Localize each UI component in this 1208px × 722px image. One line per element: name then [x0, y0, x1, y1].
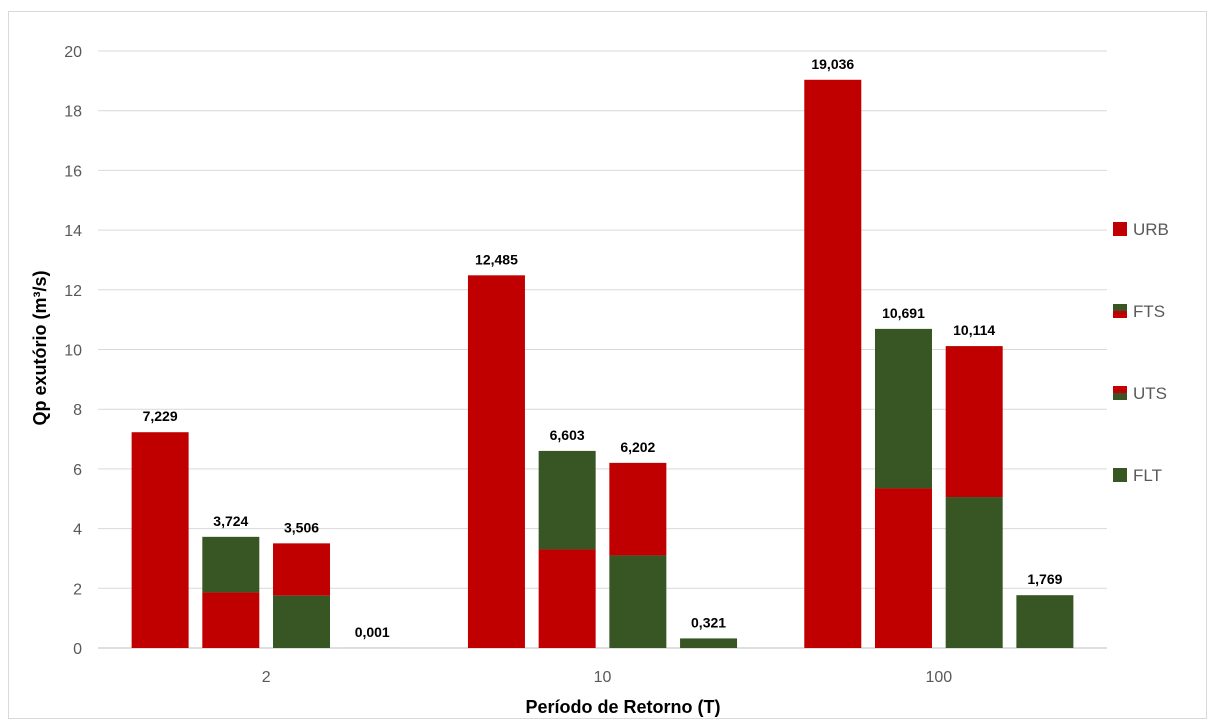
bars: [131, 79, 1074, 649]
x-axis-ticks: 2 10 100: [262, 669, 953, 686]
data-label: 0,001: [355, 624, 390, 640]
y-tick-label: 8: [73, 402, 82, 419]
x-axis-title: Período de Retorno (T): [526, 697, 721, 717]
bar-flt-100: [1016, 595, 1074, 648]
y-tick-label: 2: [73, 581, 82, 598]
bar-fill-bottom: [609, 555, 667, 648]
bar-fill-top: [874, 328, 932, 489]
data-label: 10,691: [882, 305, 925, 321]
legend-item-urb: URB: [1113, 220, 1169, 239]
legend-item-uts: UTS: [1113, 384, 1167, 403]
y-axis-ticks: 0 2 4 6 8 10 12 14 16 18 20: [64, 44, 82, 658]
bar-fill-bottom: [945, 497, 1003, 648]
bar-fts-2: [202, 536, 260, 648]
gridlines: [98, 50, 1107, 649]
y-axis-title: Qp exutório (m³/s): [30, 270, 50, 425]
data-label: 3,506: [284, 519, 319, 535]
bar-fill-bottom: [538, 549, 596, 648]
legend-item-flt: FLT: [1113, 466, 1162, 485]
legend-label: FLT: [1133, 466, 1162, 485]
bar-flt-10: [680, 638, 738, 648]
bar-fill-bottom: [273, 595, 331, 648]
data-label: 0,321: [691, 614, 726, 630]
bar-uts-2: [273, 543, 331, 648]
x-tick-label: 2: [262, 669, 271, 686]
y-tick-label: 18: [64, 104, 82, 121]
data-label: 6,202: [620, 439, 655, 455]
legend-item-fts: FTS: [1113, 302, 1165, 321]
bar-fill: [680, 638, 738, 648]
bar-fill-bottom: [202, 592, 260, 648]
legend-swatch-top: [1113, 304, 1127, 311]
bar-fill: [804, 79, 862, 649]
bar-fts-100: [874, 328, 932, 648]
legend-swatch-bottom: [1113, 311, 1127, 318]
data-label: 1,769: [1027, 571, 1062, 587]
y-tick-label: 0: [73, 641, 82, 658]
y-tick-label: 10: [64, 343, 82, 360]
bar-fill: [467, 275, 525, 648]
data-label: 6,603: [550, 427, 585, 443]
legend-swatch: [1113, 468, 1127, 482]
legend-swatch-top: [1113, 386, 1127, 393]
y-tick-label: 4: [73, 522, 82, 539]
legend-label: URB: [1133, 220, 1169, 239]
data-label: 7,229: [143, 408, 178, 424]
y-tick-label: 14: [64, 223, 82, 240]
bar-uts-100: [945, 346, 1003, 648]
y-tick-label: 16: [64, 163, 82, 180]
bar-fill-bottom: [874, 488, 932, 648]
bar-fill-top: [609, 462, 667, 556]
legend: URB FTS UTS FLT: [1113, 220, 1169, 485]
bar-fill-top: [538, 450, 596, 550]
bar-urb-100: [804, 79, 862, 649]
y-tick-label: 12: [64, 283, 82, 300]
x-tick-label: 10: [594, 669, 612, 686]
bar-uts-10: [609, 462, 667, 648]
data-label: 3,724: [213, 513, 248, 529]
x-tick-label: 100: [925, 669, 952, 686]
bar-fill-top: [945, 346, 1003, 498]
bar-fill: [131, 432, 189, 648]
bar-fts-10: [538, 450, 596, 648]
data-label: 10,114: [953, 322, 995, 338]
bar-urb-2: [131, 432, 189, 648]
data-label: 12,485: [475, 251, 518, 267]
bar-urb-10: [467, 275, 525, 648]
bar-fill-top: [273, 543, 331, 596]
legend-swatch: [1113, 222, 1127, 236]
legend-label: UTS: [1133, 384, 1167, 403]
legend-swatch-bottom: [1113, 393, 1127, 400]
bar-fill: [1016, 595, 1074, 648]
y-tick-label: 6: [73, 462, 82, 479]
y-tick-label: 20: [64, 44, 82, 61]
data-labels: 7,229 3,724 3,506 0,001 12,485 6,603 6,202 0,32…: [143, 56, 1063, 640]
legend-label: FTS: [1133, 302, 1165, 321]
bar-fill-top: [202, 536, 260, 593]
data-label: 19,036: [811, 56, 854, 72]
